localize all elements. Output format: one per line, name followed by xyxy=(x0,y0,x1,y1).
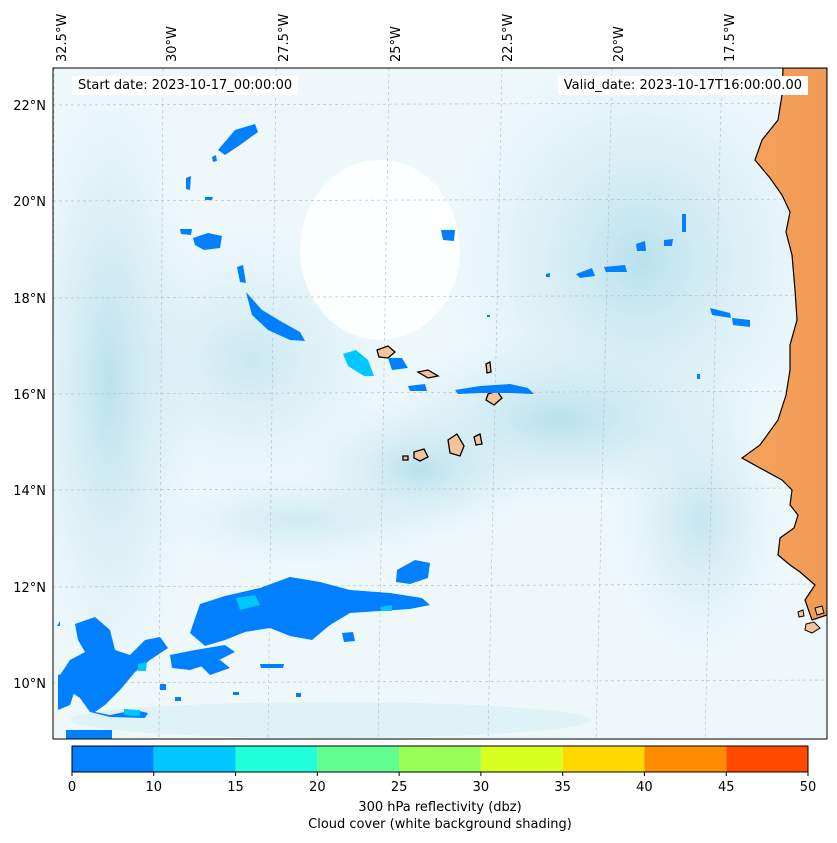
cloud-cover-shading xyxy=(53,68,827,739)
longitude-labels: 32.5°W 30°W 27.5°W 25°W 22.5°W 20°W 17.5… xyxy=(55,14,738,62)
reflectivity-areas xyxy=(57,124,750,739)
lat-label: 12°N xyxy=(13,581,46,596)
colorbar-segment xyxy=(317,746,400,772)
colorbar-tick-label: 30 xyxy=(473,780,490,795)
bissagos-islands xyxy=(797,605,825,634)
lat-label: 14°N xyxy=(13,484,46,499)
lat-label: 16°N xyxy=(13,388,46,403)
lat-label: 20°N xyxy=(13,195,46,210)
colorbar: 0 10 15 20 25 30 35 40 45 50 xyxy=(68,745,817,795)
colorbar-tick-label: 0 xyxy=(68,780,76,795)
colorbar-tick-label: 25 xyxy=(391,780,408,795)
colorbar-tick-label: 20 xyxy=(309,780,326,795)
colorbar-segment xyxy=(235,746,318,772)
colorbar-tick-label: 10 xyxy=(146,780,163,795)
start-date-label: Start date: 2023-10-17_00:00:00 xyxy=(72,76,299,95)
colorbar-border xyxy=(71,745,809,773)
colorbar-segment xyxy=(399,746,481,772)
lon-label: 22.5°W xyxy=(501,14,516,62)
lat-label: 22°N xyxy=(13,99,46,114)
colorbar-segment xyxy=(644,746,727,772)
lon-label: 27.5°W xyxy=(277,14,292,62)
lon-label: 25°W xyxy=(389,26,404,62)
colorbar-segment xyxy=(562,746,645,772)
colorbar-tick-label: 15 xyxy=(227,780,244,795)
colorbar-tick-label: 45 xyxy=(718,780,735,795)
colorbar-segment xyxy=(726,746,808,772)
lon-label: 30°W xyxy=(165,26,180,62)
lat-label: 10°N xyxy=(13,677,46,692)
lon-label: 20°W xyxy=(612,26,627,62)
colorbar-tick-label: 50 xyxy=(800,780,817,795)
africa-landmass xyxy=(740,68,827,621)
reflectivity-areas-mid xyxy=(124,350,392,716)
lon-label: 32.5°W xyxy=(55,14,70,62)
cape-verde-islands xyxy=(376,345,503,462)
lon-label: 17.5°W xyxy=(723,14,738,62)
colorbar-title: 300 hPa reflectivity (dbz) xyxy=(358,800,522,815)
colorbar-subtitle: Cloud cover (white background shading) xyxy=(308,817,572,832)
valid-date-label: Valid_date: 2023-10-17T16:00:00.00 xyxy=(557,76,808,95)
colorbar-segment xyxy=(480,746,563,772)
map-border xyxy=(52,67,828,740)
colorbar-segment xyxy=(72,746,154,772)
colorbar-tick-label: 35 xyxy=(554,780,571,795)
lat-label: 18°N xyxy=(13,292,46,307)
colorbar-tick-label: 40 xyxy=(636,780,653,795)
latitude-labels: 22°N 20°N 18°N 16°N 14°N 12°N 10°N xyxy=(13,99,46,692)
colorbar-segment xyxy=(153,746,236,772)
